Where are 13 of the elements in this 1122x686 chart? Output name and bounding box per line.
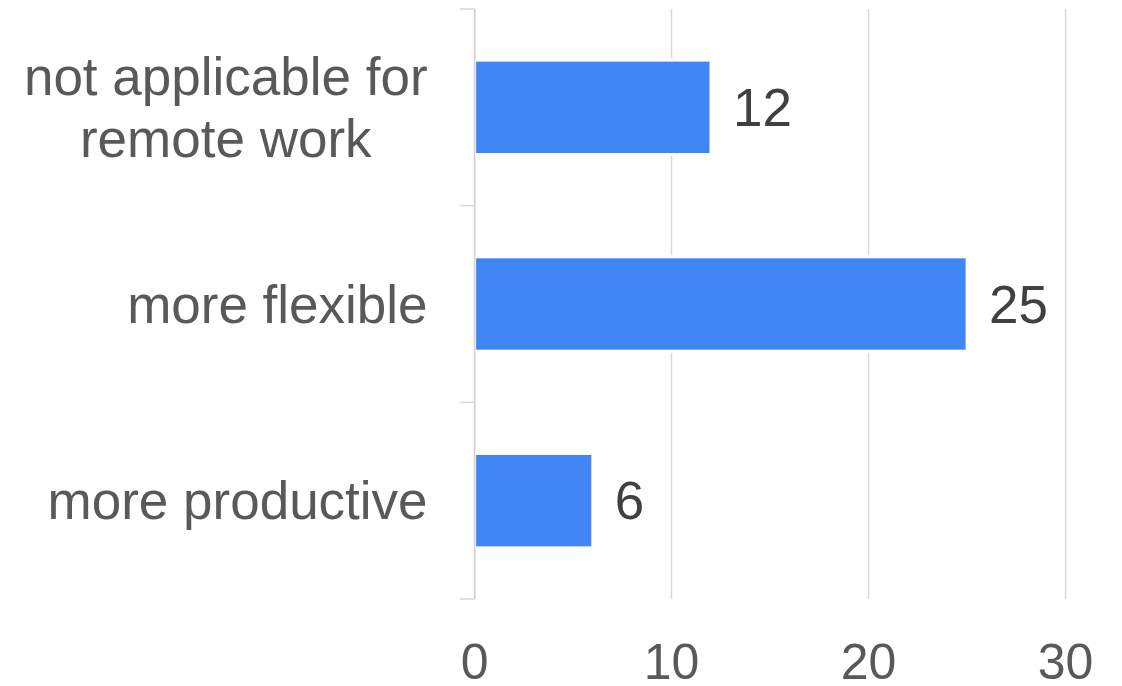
y-tick-label: not applicable for remote work: [23, 46, 428, 168]
data-label: 25: [989, 274, 1049, 334]
data-label: 6: [614, 471, 645, 531]
bar: [473, 255, 969, 353]
x-tick-label: 10: [643, 634, 700, 686]
x-tick-label: 20: [840, 634, 897, 686]
x-tick-label: 0: [460, 634, 489, 686]
data-label: 12: [733, 77, 792, 137]
bar: [473, 58, 713, 157]
y-tick-label: more productive: [47, 471, 428, 531]
bar: [473, 451, 595, 550]
x-tick-label: 30: [1037, 634, 1094, 686]
y-tick-label: more flexible: [127, 274, 428, 334]
